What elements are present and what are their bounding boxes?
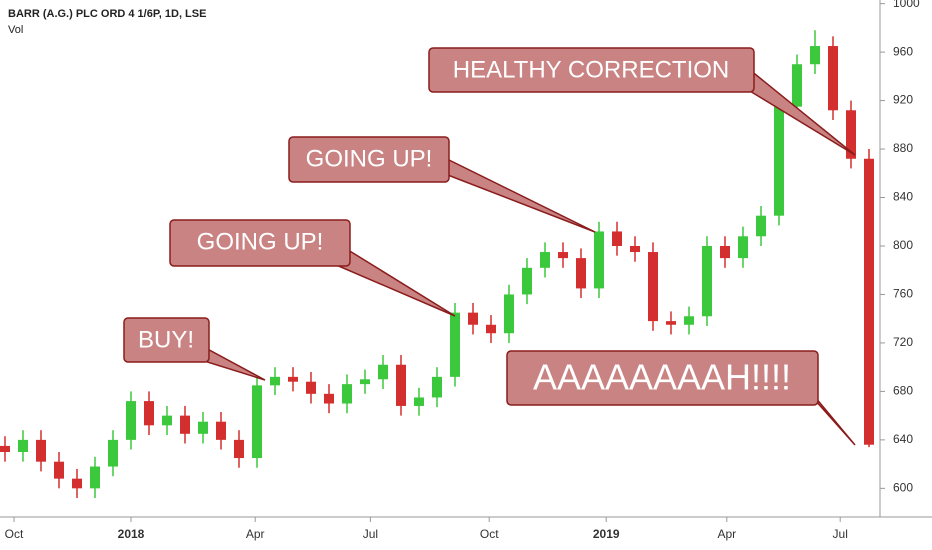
callout: BUY! xyxy=(123,317,266,381)
candle-body xyxy=(756,215,766,237)
candle-body xyxy=(360,379,370,385)
x-tick-label: 2018 xyxy=(118,527,145,541)
candle-body xyxy=(252,385,262,459)
candle-body xyxy=(36,439,46,462)
y-tick-label: 960 xyxy=(893,44,913,58)
candle-body xyxy=(72,478,82,489)
candle-body xyxy=(450,312,460,377)
candle-body xyxy=(18,439,28,452)
candle-body xyxy=(774,106,784,216)
callout: GOING UP! xyxy=(288,136,596,233)
x-tick-label: Apr xyxy=(246,527,265,541)
callout-box xyxy=(506,350,819,406)
candle-body xyxy=(666,321,676,325)
y-tick-label: 680 xyxy=(893,384,913,398)
x-tick-label: Apr xyxy=(717,527,736,541)
candle-body xyxy=(414,397,424,406)
candle-body xyxy=(216,421,226,440)
candle-body xyxy=(846,110,856,159)
candle-body xyxy=(468,312,478,325)
callout-box xyxy=(169,219,351,267)
candle-body xyxy=(558,252,568,259)
callout-arrow xyxy=(439,156,596,233)
candle-body xyxy=(108,439,118,467)
candle-body xyxy=(792,64,802,107)
candle-body xyxy=(270,376,280,386)
candle-body xyxy=(594,231,604,289)
y-tick-label: 880 xyxy=(893,141,913,155)
candle-body xyxy=(864,158,874,445)
callout-box xyxy=(288,136,450,183)
chart-title: BARR (A.G.) PLC ORD 4 1/6P, 1D, LSE xyxy=(8,8,206,20)
y-tick-label: 600 xyxy=(893,481,913,495)
callout: AAAAAAAAH!!!! xyxy=(506,350,856,446)
candle-body xyxy=(486,324,496,334)
candle-body xyxy=(432,376,442,398)
callout-text: HEALTHY CORRECTION xyxy=(453,56,729,83)
candle-body xyxy=(810,46,820,65)
callout-text: AAAAAAAAH!!!! xyxy=(533,357,791,398)
y-tick-label: 760 xyxy=(893,287,913,301)
callout-text: GOING UP! xyxy=(306,145,433,172)
x-tick-label: Oct xyxy=(5,527,24,541)
candle-body xyxy=(612,231,622,246)
x-tick-label: Jul xyxy=(363,527,378,541)
candle-body xyxy=(198,421,208,434)
callout: GOING UP! xyxy=(169,219,456,317)
candle-body xyxy=(378,364,388,380)
x-tick-label: Oct xyxy=(480,527,499,541)
x-tick-label: 2019 xyxy=(593,527,620,541)
candle-body xyxy=(234,439,244,459)
candle-body xyxy=(522,267,532,295)
candle-body xyxy=(684,316,694,325)
candle-body xyxy=(180,415,190,434)
candle-body xyxy=(144,401,154,426)
candle-body xyxy=(324,393,334,404)
callout-box xyxy=(428,47,755,93)
candle-body xyxy=(126,401,136,440)
y-tick-label: 920 xyxy=(893,93,913,107)
y-tick-label: 840 xyxy=(893,190,913,204)
y-tick-label: 1000 xyxy=(893,0,920,10)
y-tick-label: 640 xyxy=(893,432,913,446)
candle-body xyxy=(54,461,64,479)
candle-body xyxy=(540,252,550,268)
candle-body xyxy=(828,46,838,111)
candle-body xyxy=(630,245,640,253)
candle-body xyxy=(504,294,514,334)
callout: HEALTHY CORRECTION xyxy=(428,47,856,156)
candle-body xyxy=(702,245,712,317)
candle-body xyxy=(720,245,730,259)
chart-subtitle: Vol xyxy=(8,24,23,36)
candle-body xyxy=(0,445,10,452)
candle-body xyxy=(648,252,658,322)
callout-box xyxy=(123,317,210,363)
candle-body xyxy=(90,466,100,489)
y-tick-label: 720 xyxy=(893,335,913,349)
candle-body xyxy=(738,236,748,259)
plot: 600 640 680 720 760 800 840 880 920 960 1000 Oct 201… xyxy=(0,0,920,541)
candle-body xyxy=(396,364,406,406)
candle-body xyxy=(162,415,172,426)
candle-body xyxy=(342,384,352,404)
candle-body xyxy=(288,376,298,382)
callout-text: BUY! xyxy=(138,326,194,353)
y-tick-label: 800 xyxy=(893,238,913,252)
x-tick-label: Jul xyxy=(833,527,848,541)
candle-body xyxy=(576,258,586,289)
candle-body xyxy=(306,381,316,394)
callout-text: GOING UP! xyxy=(197,228,324,255)
